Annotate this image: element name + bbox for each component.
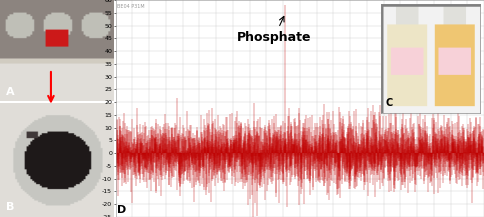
Text: D: D <box>118 205 127 215</box>
Text: B: B <box>6 202 14 212</box>
Text: Phosphate: Phosphate <box>237 16 312 44</box>
Text: BE04 P31M: BE04 P31M <box>118 4 145 9</box>
Text: A: A <box>6 87 15 97</box>
